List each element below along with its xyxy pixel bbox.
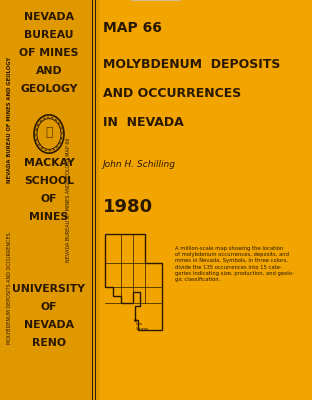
Text: OF: OF [41,302,57,312]
Text: UNIVERSITY: UNIVERSITY [12,284,85,294]
Text: MACKAY: MACKAY [24,158,74,168]
Text: 1980: 1980 [103,198,153,216]
Text: AND OCCURRENCES: AND OCCURRENCES [103,87,241,100]
Text: 🐻: 🐻 [45,126,53,138]
Text: John H. Schilling: John H. Schilling [103,160,176,169]
Text: BUREAU: BUREAU [24,30,74,40]
Text: NEVADA: NEVADA [24,12,74,22]
Text: Las
Vegas: Las Vegas [136,322,149,331]
Text: OF MINES: OF MINES [19,48,79,58]
Circle shape [38,120,60,148]
Text: OF: OF [41,194,57,204]
Text: RENO: RENO [32,338,66,348]
Text: MINES: MINES [29,212,69,222]
Bar [0,0,98,400]
Text: SCHOOL: SCHOOL [24,176,74,186]
Text: NEVADA BUREAU OF MINES AND GEOLOGY: NEVADA BUREAU OF MINES AND GEOLOGY [7,57,12,183]
Text: MOLYBDENUM  DEPOSITS: MOLYBDENUM DEPOSITS [103,58,280,71]
Text: NEVADA BUREAU OF MINES AND GEOLOGY MAP 66: NEVADA BUREAU OF MINES AND GEOLOGY MAP 6… [66,138,71,262]
Text: A million-scale map showing the location
of molybdenum occurrences, deposits, an: A million-scale map showing the location… [175,246,294,282]
Text: MOLYBDENUM DEPOSITS AND OCCURRENCES: MOLYBDENUM DEPOSITS AND OCCURRENCES [7,232,12,344]
Text: IN  NEVADA: IN NEVADA [103,116,184,130]
Text: AND: AND [36,66,62,76]
Text: MAP 66: MAP 66 [103,21,162,35]
Text: NEVADA: NEVADA [24,320,74,330]
Text: GEOLOGY: GEOLOGY [20,84,78,94]
